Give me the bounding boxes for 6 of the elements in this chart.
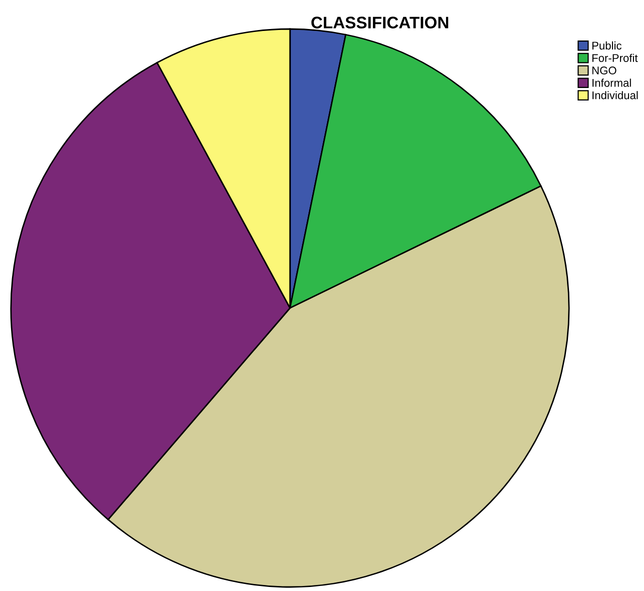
legend-label: Informal (592, 78, 631, 87)
legend-label: Public (592, 41, 622, 50)
legend-label: NGO (592, 66, 616, 74)
legend-label: For-Profit (592, 54, 638, 62)
chart-title: CLASSIFICATION (311, 16, 448, 28)
legend-label: Individual (592, 91, 638, 100)
